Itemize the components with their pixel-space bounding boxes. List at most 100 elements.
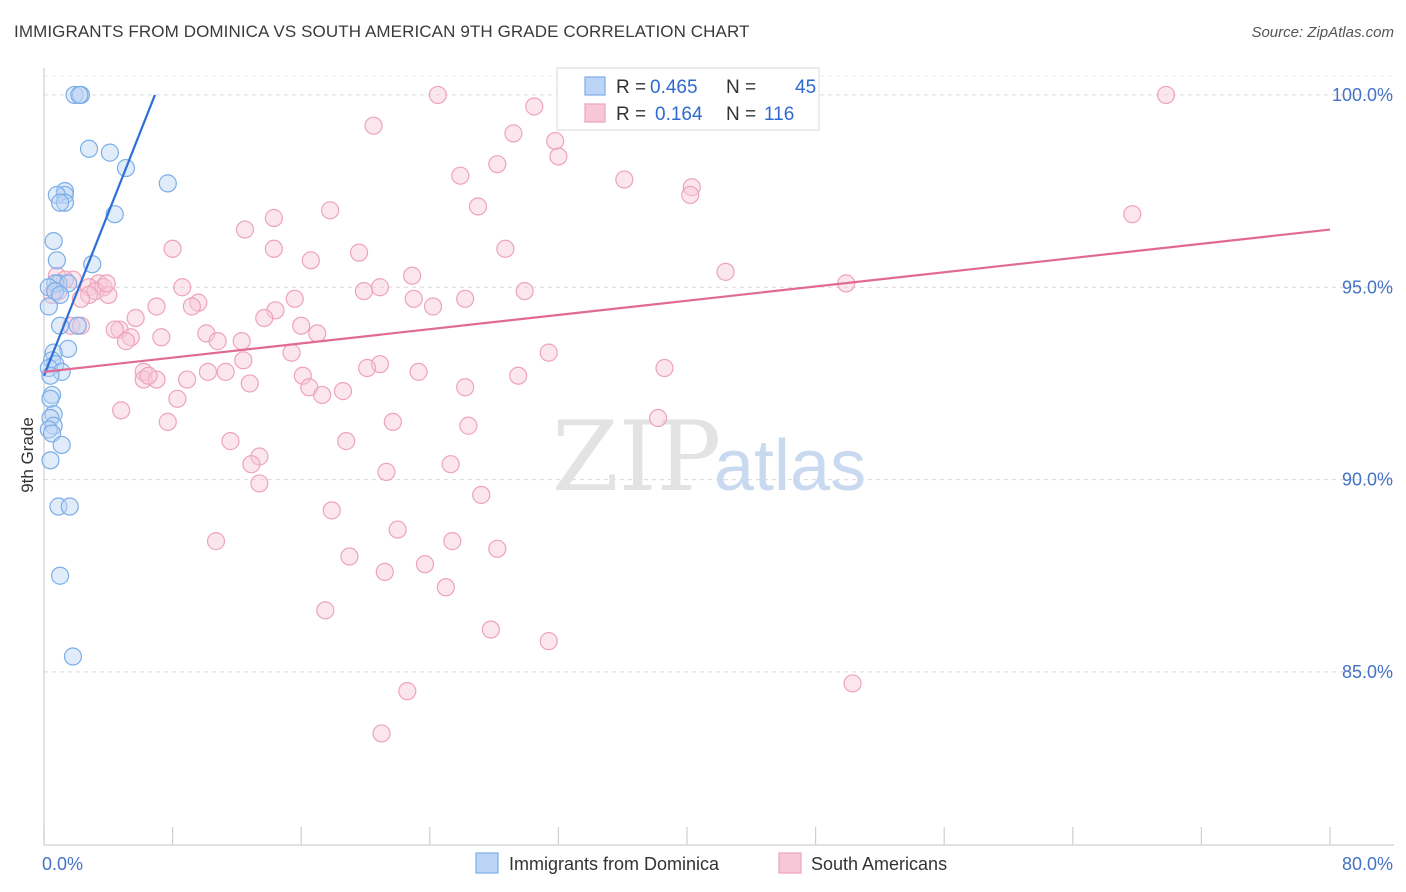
point-s1-63 [208,332,227,351]
y-tick-label-3: 85.0% [1342,662,1393,682]
stats-legend-r-label: R = [616,77,646,98]
point-s1-96 [322,501,341,520]
point-s1-114 [539,343,558,362]
point-s1-39 [515,281,534,301]
stats-legend-r-dominica: 0.465 [650,77,698,98]
stats-legend-swatch-dominica [584,76,606,96]
stats-legend-n-south-americans: 116 [764,104,794,125]
point-s0-44 [63,647,83,666]
legend-swatch-dominica [475,852,499,874]
stats-legend-swatch-south-americans [584,103,606,123]
point-s0-33 [41,389,60,408]
point-s1-103 [375,562,394,581]
point-s1-20 [163,239,182,258]
point-s1-35 [173,278,192,297]
point-s1-58 [308,324,327,343]
point-s1-25 [403,266,422,285]
y-tick-label-0: 100.0% [1332,85,1393,105]
gridlines [44,75,1394,673]
point-s1-84 [648,408,668,428]
stats-legend-n-label-2: N = [726,104,756,125]
point-s1-0 [428,85,447,105]
point-s1-106 [481,620,500,639]
point-s1-98 [206,532,226,551]
stats-legend-r-south-americans: 0.164 [655,104,703,125]
trend-line-1 [43,228,1331,373]
point-s1-12 [682,178,701,197]
point-s1-7 [546,131,565,151]
point-s1-11 [615,170,634,189]
point-s0-3 [79,139,99,158]
point-s1-62 [232,332,251,351]
point-s1-65 [234,351,253,370]
y-axis-title: 9th Grade [18,417,37,493]
point-s1-47 [147,297,166,316]
point-s1-86 [383,412,402,431]
point-s0-25 [59,339,78,358]
point-s1-19 [496,239,515,258]
point-s0-2 [70,85,89,105]
chart-source: Source: ZipAtlas.com [1251,24,1394,41]
point-s0-42 [60,497,79,516]
point-s1-38 [99,285,118,305]
legend-label-south-americans: South Americans [811,854,947,874]
watermark-atlas: atlas [714,426,866,506]
point-s1-72 [293,366,312,385]
series-legend: Immigrants from Dominica South Americans [475,852,947,874]
point-s1-5 [364,116,383,135]
point-s1-14 [468,197,488,216]
y-tick-label-1: 95.0% [1342,277,1393,297]
point-s1-6 [504,124,523,143]
point-s1-51 [126,308,145,328]
point-s1-81 [312,385,332,405]
series-dominica-points [39,85,177,666]
point-s0-11 [50,193,70,212]
point-s1-89 [337,432,356,451]
point-s0-43 [50,566,70,585]
point-s0-6 [158,174,177,193]
point-s1-105 [316,601,335,620]
point-s1-34 [370,278,390,297]
legend-swatch-south-americans [778,852,802,874]
point-s1-64 [282,343,301,362]
stats-legend-n-dominica: 45 [795,77,816,98]
y-tick-labels: 100.0% 95.0% 90.0% 85.0% [1332,85,1393,682]
x-axis-ticks [43,827,1331,845]
point-s1-56 [105,320,124,339]
x-tick-label-max: 80.0% [1342,854,1393,874]
point-s1-61 [116,332,136,351]
trend-line-0 [42,94,156,377]
point-s1-36 [354,281,373,301]
point-s1-83 [112,401,131,420]
legend-label-dominica: Immigrants from Dominica [509,854,720,874]
point-s1-71 [198,362,218,381]
point-s1-108 [843,674,862,693]
point-s1-42 [285,289,304,308]
point-s1-94 [250,474,269,493]
point-s1-99 [443,532,462,551]
point-s1-82 [168,389,187,408]
point-s1-8 [549,147,568,166]
point-s1-18 [235,220,255,239]
point-s1-92 [441,455,460,474]
point-s1-4 [525,97,544,116]
point-s1-10 [451,166,470,185]
stats-legend-n-label: N = [726,77,756,98]
point-s1-87 [459,416,478,435]
point-s1-16 [1123,205,1142,224]
point-s1-3 [1156,85,1176,105]
point-s1-100 [488,539,507,558]
point-s1-110 [372,724,391,743]
point-s1-97 [388,520,407,539]
point-s1-78 [456,378,475,397]
point-s1-13 [681,185,700,205]
point-s1-67 [655,358,674,378]
point-s1-80 [333,382,353,401]
point-s1-60 [152,328,171,347]
point-s1-111 [139,366,158,385]
point-s1-109 [398,682,417,701]
point-s1-113 [97,274,116,293]
stats-legend-r-label-2: R = [616,104,646,125]
point-s1-101 [340,547,359,566]
point-s1-44 [404,289,423,308]
